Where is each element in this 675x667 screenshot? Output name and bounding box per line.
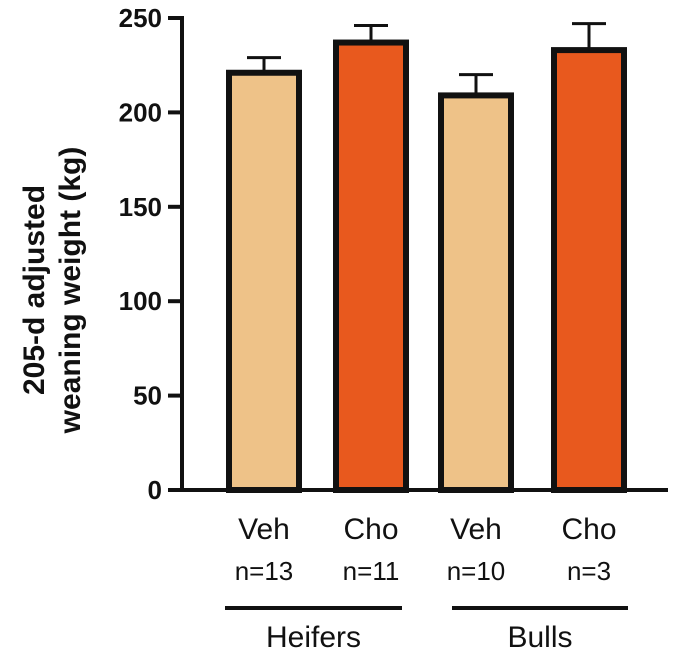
group-label-bulls: Bulls	[507, 621, 572, 654]
sample-size-label: n=13	[235, 556, 294, 586]
y-tick-label: 150	[119, 192, 162, 222]
category-label: Cho	[561, 513, 616, 546]
bar-heifers-veh	[226, 69, 302, 493]
y-tick-label: 50	[133, 381, 162, 411]
bars	[226, 39, 627, 494]
category-labels: Veh n=13 Cho n=11 Veh n=10 Cho n=3	[235, 513, 617, 586]
bar-bulls-cho	[551, 47, 627, 493]
y-axis-label: 205-d adjusted weaning weight (kg)	[18, 147, 87, 435]
y-axis-label-line-2: weaning weight (kg)	[54, 147, 87, 435]
category-label: Cho	[343, 513, 398, 546]
sample-size-label: n=10	[447, 556, 506, 586]
y-tick-label: 100	[119, 286, 162, 316]
error-bars	[247, 22, 606, 96]
y-tick-label: 0	[148, 475, 162, 505]
sample-size-label: n=11	[343, 556, 400, 586]
sample-size-label: n=3	[567, 556, 611, 586]
bar-heifers-cho	[333, 39, 409, 493]
y-axis: 0 50 100 150 200 250	[119, 3, 184, 505]
y-axis-label-line-1: 205-d adjusted	[18, 185, 51, 395]
category-label: Veh	[450, 513, 502, 546]
category-label: Veh	[238, 513, 290, 546]
bar-bulls-veh	[438, 92, 514, 494]
y-tick-label: 250	[119, 3, 162, 33]
group-labels: Heifers Bulls	[225, 606, 628, 654]
group-label-heifers: Heifers	[266, 621, 361, 654]
y-tick-label: 200	[119, 97, 162, 127]
